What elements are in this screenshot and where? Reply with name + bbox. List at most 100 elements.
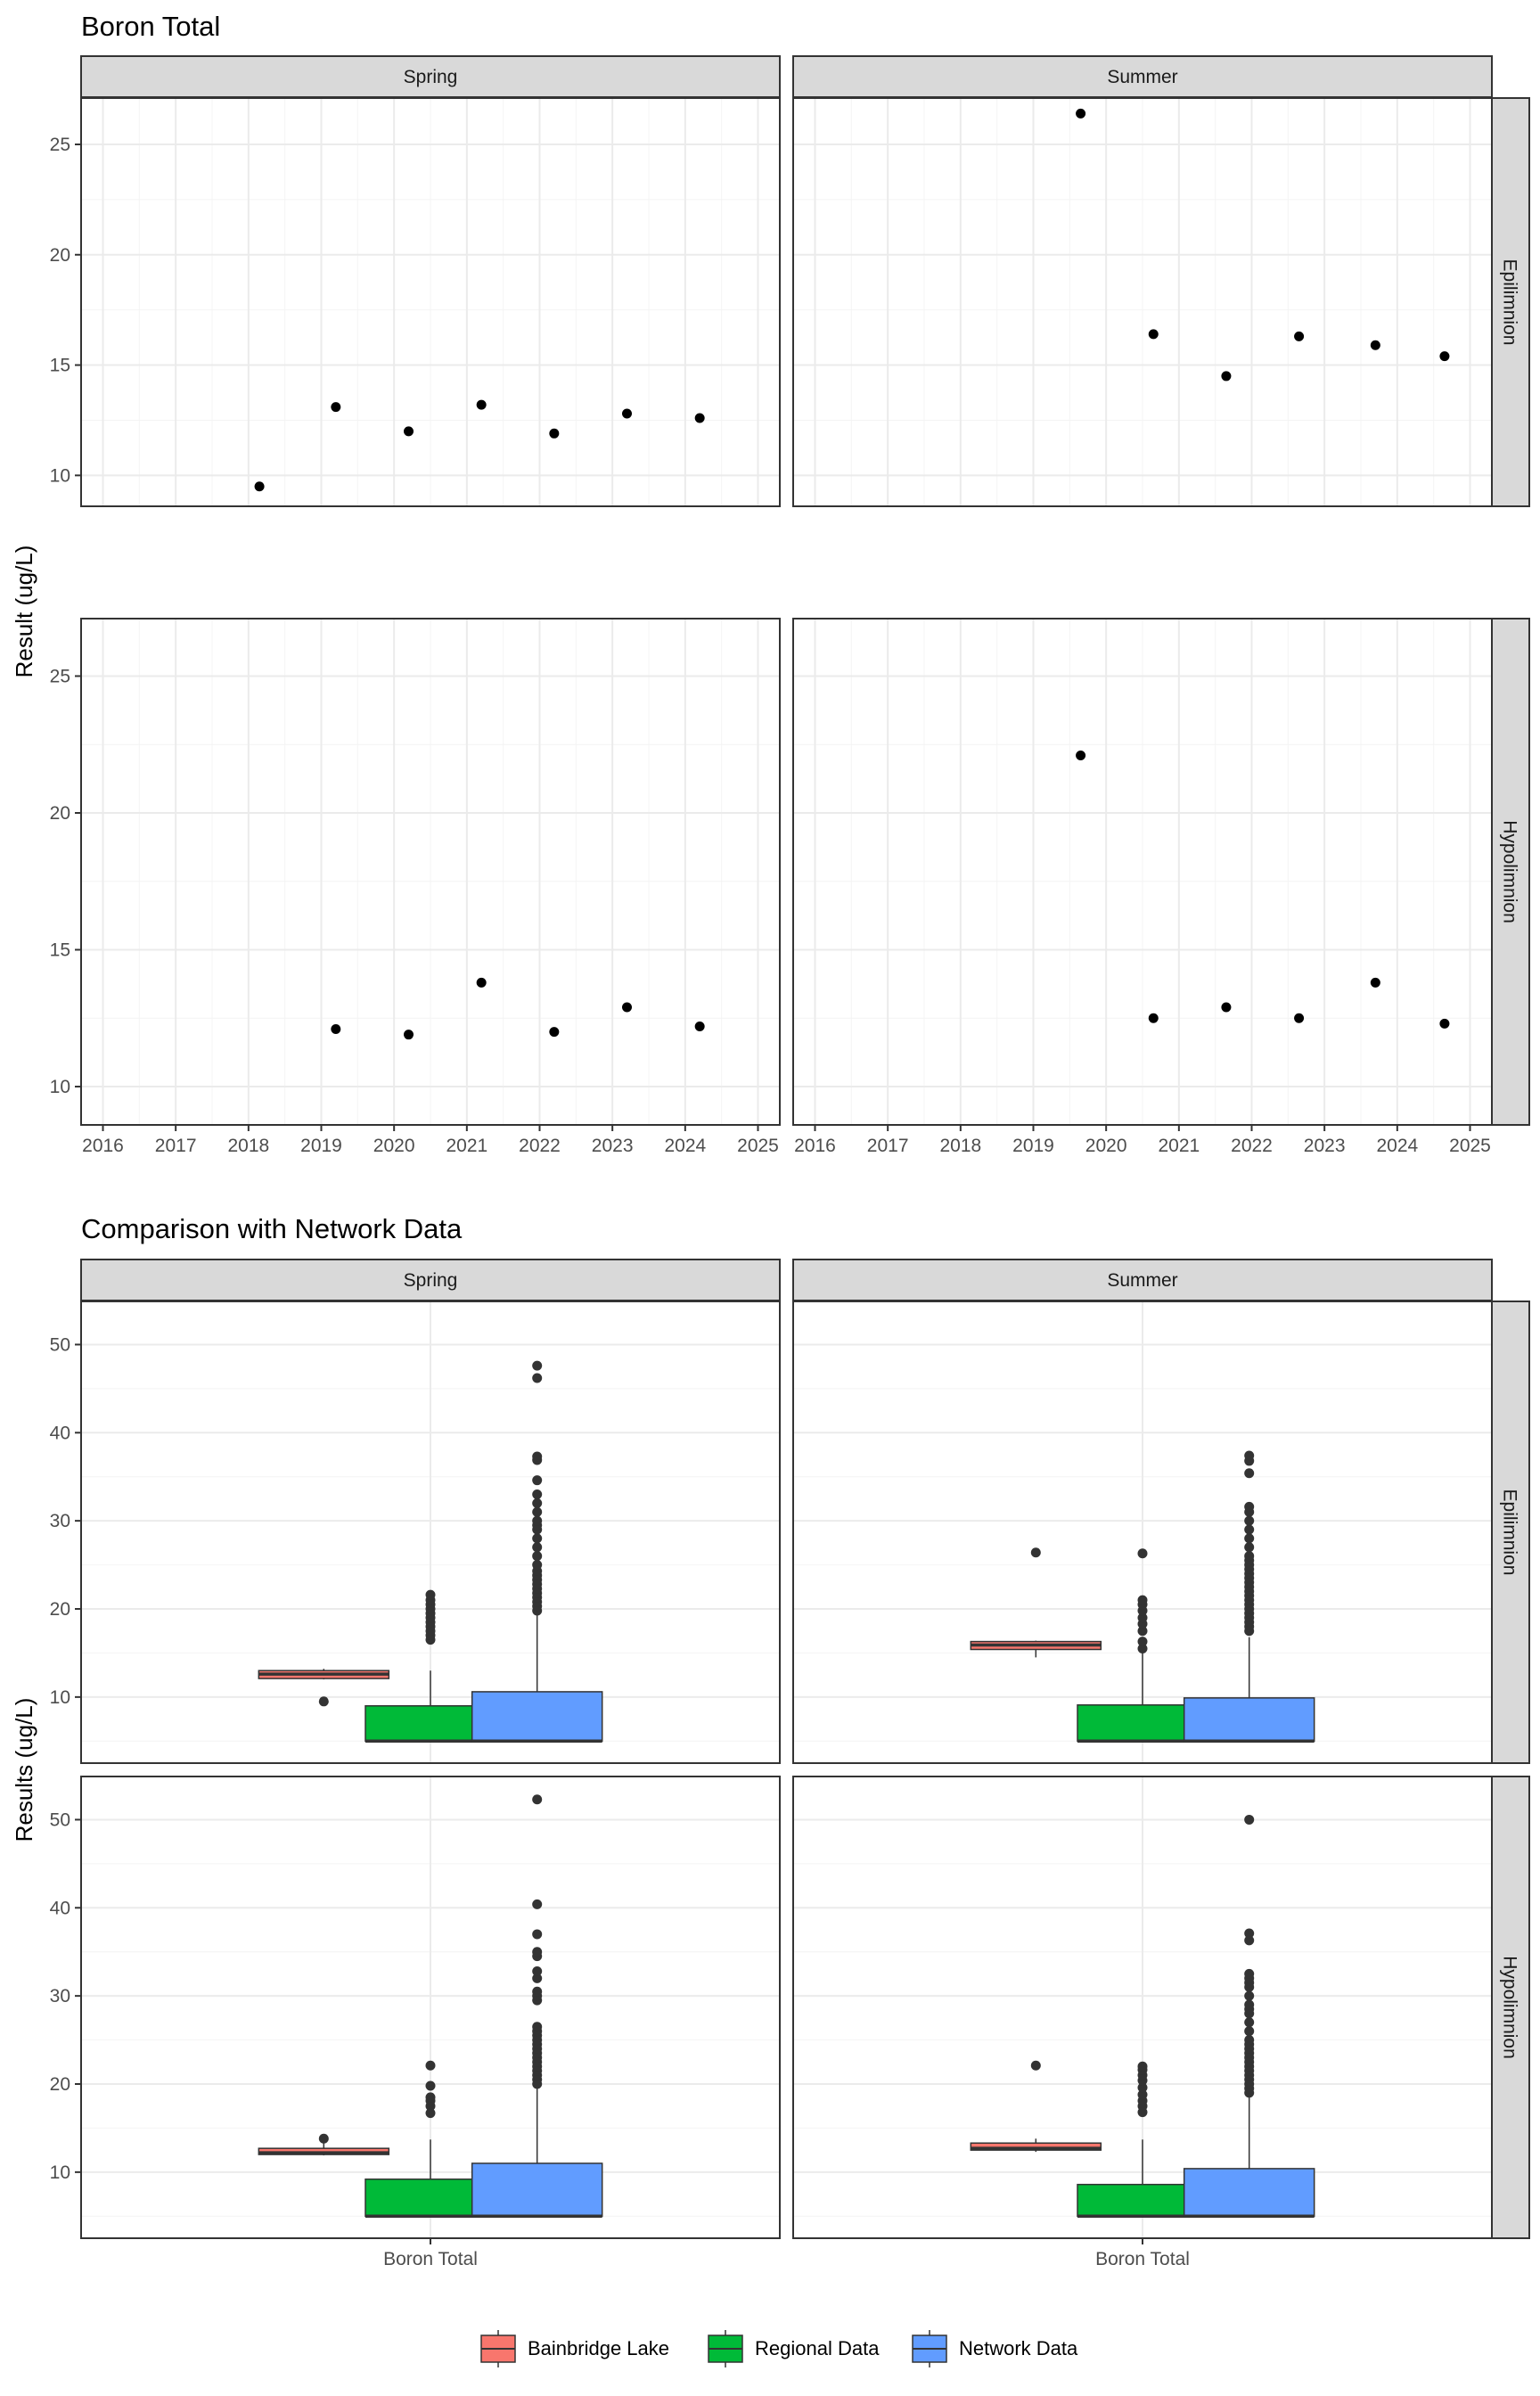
facet-strip	[792, 1259, 1493, 1301]
y-tick-label: 50	[50, 1334, 70, 1355]
box-bainbridge-lake	[258, 2133, 390, 2156]
x-tick-label: 2024	[664, 1136, 706, 1156]
facet-strip	[792, 55, 1493, 98]
data-point	[1370, 977, 1380, 988]
legend: Bainbridge Lake Regional Data Network Data	[480, 2330, 1078, 2367]
y-tick-label: 20	[50, 245, 70, 266]
x-tick-label: 2019	[1012, 1136, 1054, 1156]
outlier-point	[1137, 1643, 1148, 1653]
data-point	[476, 399, 487, 410]
outlier-point	[532, 1794, 543, 1805]
outlier-point	[532, 1560, 543, 1571]
outlier-point	[532, 1973, 543, 1983]
outlier-point	[532, 1947, 543, 1957]
data-point	[1076, 108, 1086, 119]
data-point	[1439, 1018, 1450, 1029]
box	[471, 2162, 603, 2218]
outlier-point	[532, 1533, 543, 1544]
box-bainbridge-lake	[970, 2060, 1102, 2153]
outlier-point	[1244, 1468, 1255, 1479]
facet-panel	[80, 97, 781, 507]
outlier-point	[1137, 1595, 1148, 1605]
x-tick-label: 2016	[82, 1136, 124, 1156]
data-point	[694, 1021, 705, 1031]
panel-border	[80, 618, 781, 1126]
outlier-point	[532, 1360, 543, 1371]
outlier-point	[1244, 2017, 1255, 2028]
box	[1183, 2168, 1315, 2218]
outlier-point	[1030, 2060, 1041, 2071]
x-tick-label: 2022	[1231, 1136, 1273, 1156]
box	[970, 2142, 1102, 2151]
y-tick-label: 40	[50, 1423, 70, 1443]
facet-strip	[1489, 1301, 1530, 1764]
data-point	[1148, 329, 1159, 340]
x-tick-label: 2025	[737, 1136, 779, 1156]
outlier-point	[425, 2108, 436, 2119]
legend-item: Regional Data	[708, 2330, 880, 2367]
y-tick-label: 30	[50, 1986, 70, 2006]
facet-strip-label: Spring	[404, 67, 458, 87]
outlier-point	[532, 1475, 543, 1486]
y-tick-label: 30	[50, 1511, 70, 1531]
y-tick-label: 10	[50, 1687, 70, 1708]
outlier-point	[1244, 1935, 1255, 1946]
outlier-point	[532, 1551, 543, 1562]
x-tick-label: 2022	[519, 1136, 561, 1156]
outlier-point	[1244, 2026, 1255, 2037]
box-network-data	[1183, 1814, 1315, 2219]
outlier-point	[1244, 1968, 1255, 1979]
outlier-point	[318, 1696, 329, 1707]
facet-strip-label: Epilimnion	[1500, 1489, 1520, 1576]
legend-item: Bainbridge Lake	[480, 2330, 669, 2367]
facet-panel	[792, 618, 1493, 1126]
y-tick-label: 10	[50, 465, 70, 486]
data-point	[404, 1030, 414, 1040]
y-tick-label: 50	[50, 1809, 70, 1830]
outlier-point	[532, 2022, 543, 2032]
data-point	[1148, 1013, 1159, 1023]
x-tick-label: 2020	[373, 1136, 415, 1156]
outlier-point	[1244, 1928, 1255, 1939]
y-tick-label: 10	[50, 1077, 70, 1097]
outlier-point	[1244, 1551, 1255, 1562]
x-tick-label: 2023	[1304, 1136, 1346, 1156]
facet-strip	[1489, 1776, 1530, 2239]
facet-panel	[792, 1776, 1493, 2239]
legend-label: Network Data	[959, 2337, 1078, 2359]
data-point	[622, 1002, 632, 1013]
y-tick-label: 25	[50, 135, 70, 155]
facet-strip-label: Summer	[1107, 67, 1177, 87]
boxplot-chart: Comparison with Network Data Spring Summer…	[11, 1213, 1530, 2269]
y-tick-label: 20	[50, 1599, 70, 1620]
data-point	[1294, 1013, 1305, 1023]
data-point	[549, 428, 560, 439]
box	[471, 1691, 603, 1743]
outlier-point	[1244, 1501, 1255, 1512]
x-tick-label: 2023	[592, 1136, 634, 1156]
data-point	[331, 402, 341, 413]
facet-panel	[792, 1301, 1493, 1764]
outlier-point	[532, 1542, 543, 1553]
outlier-point	[1244, 1450, 1255, 1461]
box-network-data	[471, 1360, 603, 1744]
data-point	[1076, 751, 1086, 761]
data-point	[694, 413, 705, 423]
facet-strip-label: Hypolimnion	[1500, 1956, 1520, 2059]
facet-panel	[80, 618, 781, 1126]
y-tick-label: 10	[50, 2162, 70, 2183]
box-network-data	[471, 1794, 603, 2219]
outlier-point	[532, 1506, 543, 1517]
x-tick-label: 2017	[155, 1136, 197, 1156]
outlier-point	[1244, 1990, 1255, 2001]
facet-strip-label: Spring	[404, 1270, 458, 1291]
outlier-point	[1244, 1999, 1255, 2010]
data-point	[254, 481, 265, 492]
scatter-chart: Boron Total Spring Summer Epilimnion Hypolim…	[11, 11, 1530, 1156]
y-tick-label: 15	[50, 356, 70, 376]
y-axis-title: Result (ug/L)	[11, 546, 37, 678]
outlier-point	[532, 1986, 543, 1997]
outlier-point	[532, 1498, 543, 1508]
box-bainbridge-lake	[970, 1547, 1102, 1658]
y-tick-label: 20	[50, 2074, 70, 2095]
